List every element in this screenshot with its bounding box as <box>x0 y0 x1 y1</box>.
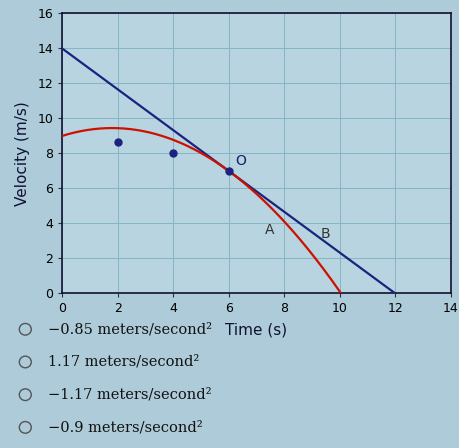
Text: −1.17 meters/second²: −1.17 meters/second² <box>48 388 211 402</box>
Text: O: O <box>235 154 246 168</box>
Text: −0.85 meters/second²: −0.85 meters/second² <box>48 322 212 336</box>
X-axis label: Time (s): Time (s) <box>225 323 287 337</box>
Y-axis label: Velocity (m/s): Velocity (m/s) <box>15 101 30 206</box>
Text: 1.17 meters/second²: 1.17 meters/second² <box>48 355 199 369</box>
Text: −0.9 meters/second²: −0.9 meters/second² <box>48 420 202 435</box>
Text: A: A <box>264 224 274 237</box>
Text: B: B <box>319 227 329 241</box>
